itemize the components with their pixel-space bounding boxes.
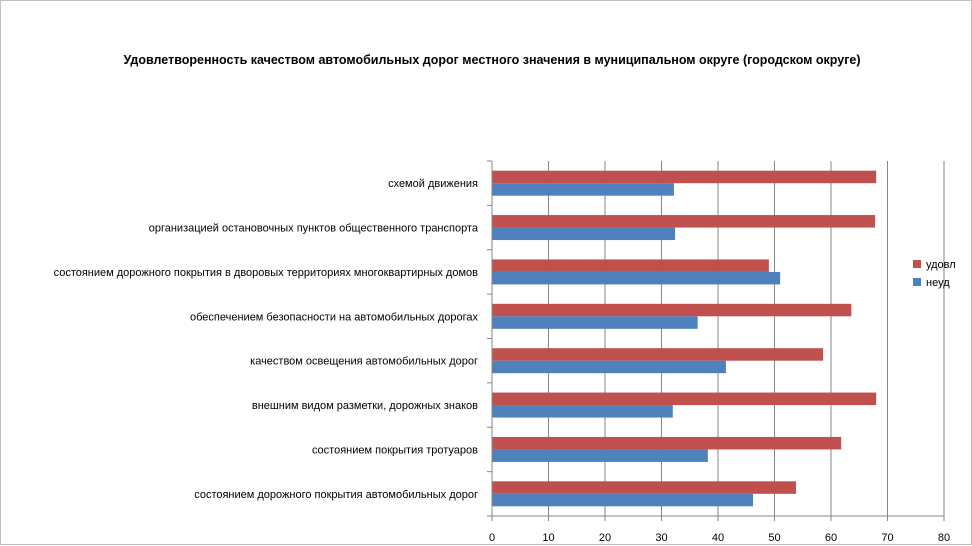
x-tick-label-50: 50 [768, 532, 780, 544]
legend: удовл неуд [913, 259, 956, 289]
bars-layer [492, 170, 877, 507]
x-tick-label-70: 70 [881, 532, 893, 544]
bar-neud-4 [492, 360, 726, 374]
bar-neud-0 [492, 183, 674, 196]
legend-label-neud: неуд [926, 277, 950, 289]
legend-swatch-udovl [913, 260, 921, 268]
x-tick-label-60: 60 [825, 532, 837, 544]
bar-udovl-5 [492, 392, 877, 406]
x-tick-label-20: 20 [599, 532, 611, 544]
grid-layer [548, 161, 945, 516]
bar-udovl-7 [492, 481, 796, 494]
bar-neud-2 [492, 271, 781, 285]
legend-swatch-neud [913, 278, 921, 286]
bar-udovl-3 [492, 303, 852, 317]
labels-layer: схемой движения организацией остановочных… [54, 178, 951, 544]
x-tick-label-0: 0 [489, 532, 495, 544]
legend-label-udovl: удовл [926, 259, 956, 271]
category-label-5: внешним видом разметки, дорожных знаков [252, 400, 478, 412]
bar-neud-7 [492, 493, 754, 507]
category-label-7: состоянием дорожного покрытия автомобиль… [194, 489, 478, 501]
bar-neud-1 [492, 227, 676, 241]
chart-title: Удовлетворенность качеством автомобильны… [123, 53, 860, 67]
category-label-6: состоянием покрытия тротуаров [312, 444, 478, 456]
bar-udovl-1 [492, 215, 876, 228]
bar-neud-6 [492, 449, 708, 462]
bar-udovl-0 [492, 170, 877, 184]
bar-udovl-2 [492, 259, 769, 272]
x-tick-label-80: 80 [938, 532, 950, 544]
bar-udovl-4 [492, 348, 824, 361]
category-label-4: качеством освещения автомобильных дорог [250, 356, 478, 368]
axis-layer [487, 160, 945, 521]
category-label-2: состоянием дорожного покрытия в дворовых… [54, 267, 479, 279]
x-tick-label-30: 30 [655, 532, 667, 544]
x-tick-label-40: 40 [712, 532, 724, 544]
bar-udovl-6 [492, 436, 842, 450]
category-label-0: схемой движения [388, 178, 478, 190]
x-tick-label-10: 10 [542, 532, 554, 544]
bar-neud-3 [492, 316, 698, 329]
category-label-3: обеспечением безопасности на автомобильн… [190, 311, 478, 323]
category-label-1: организацией остановочных пунктов общест… [149, 223, 479, 235]
bar-neud-5 [492, 405, 673, 418]
